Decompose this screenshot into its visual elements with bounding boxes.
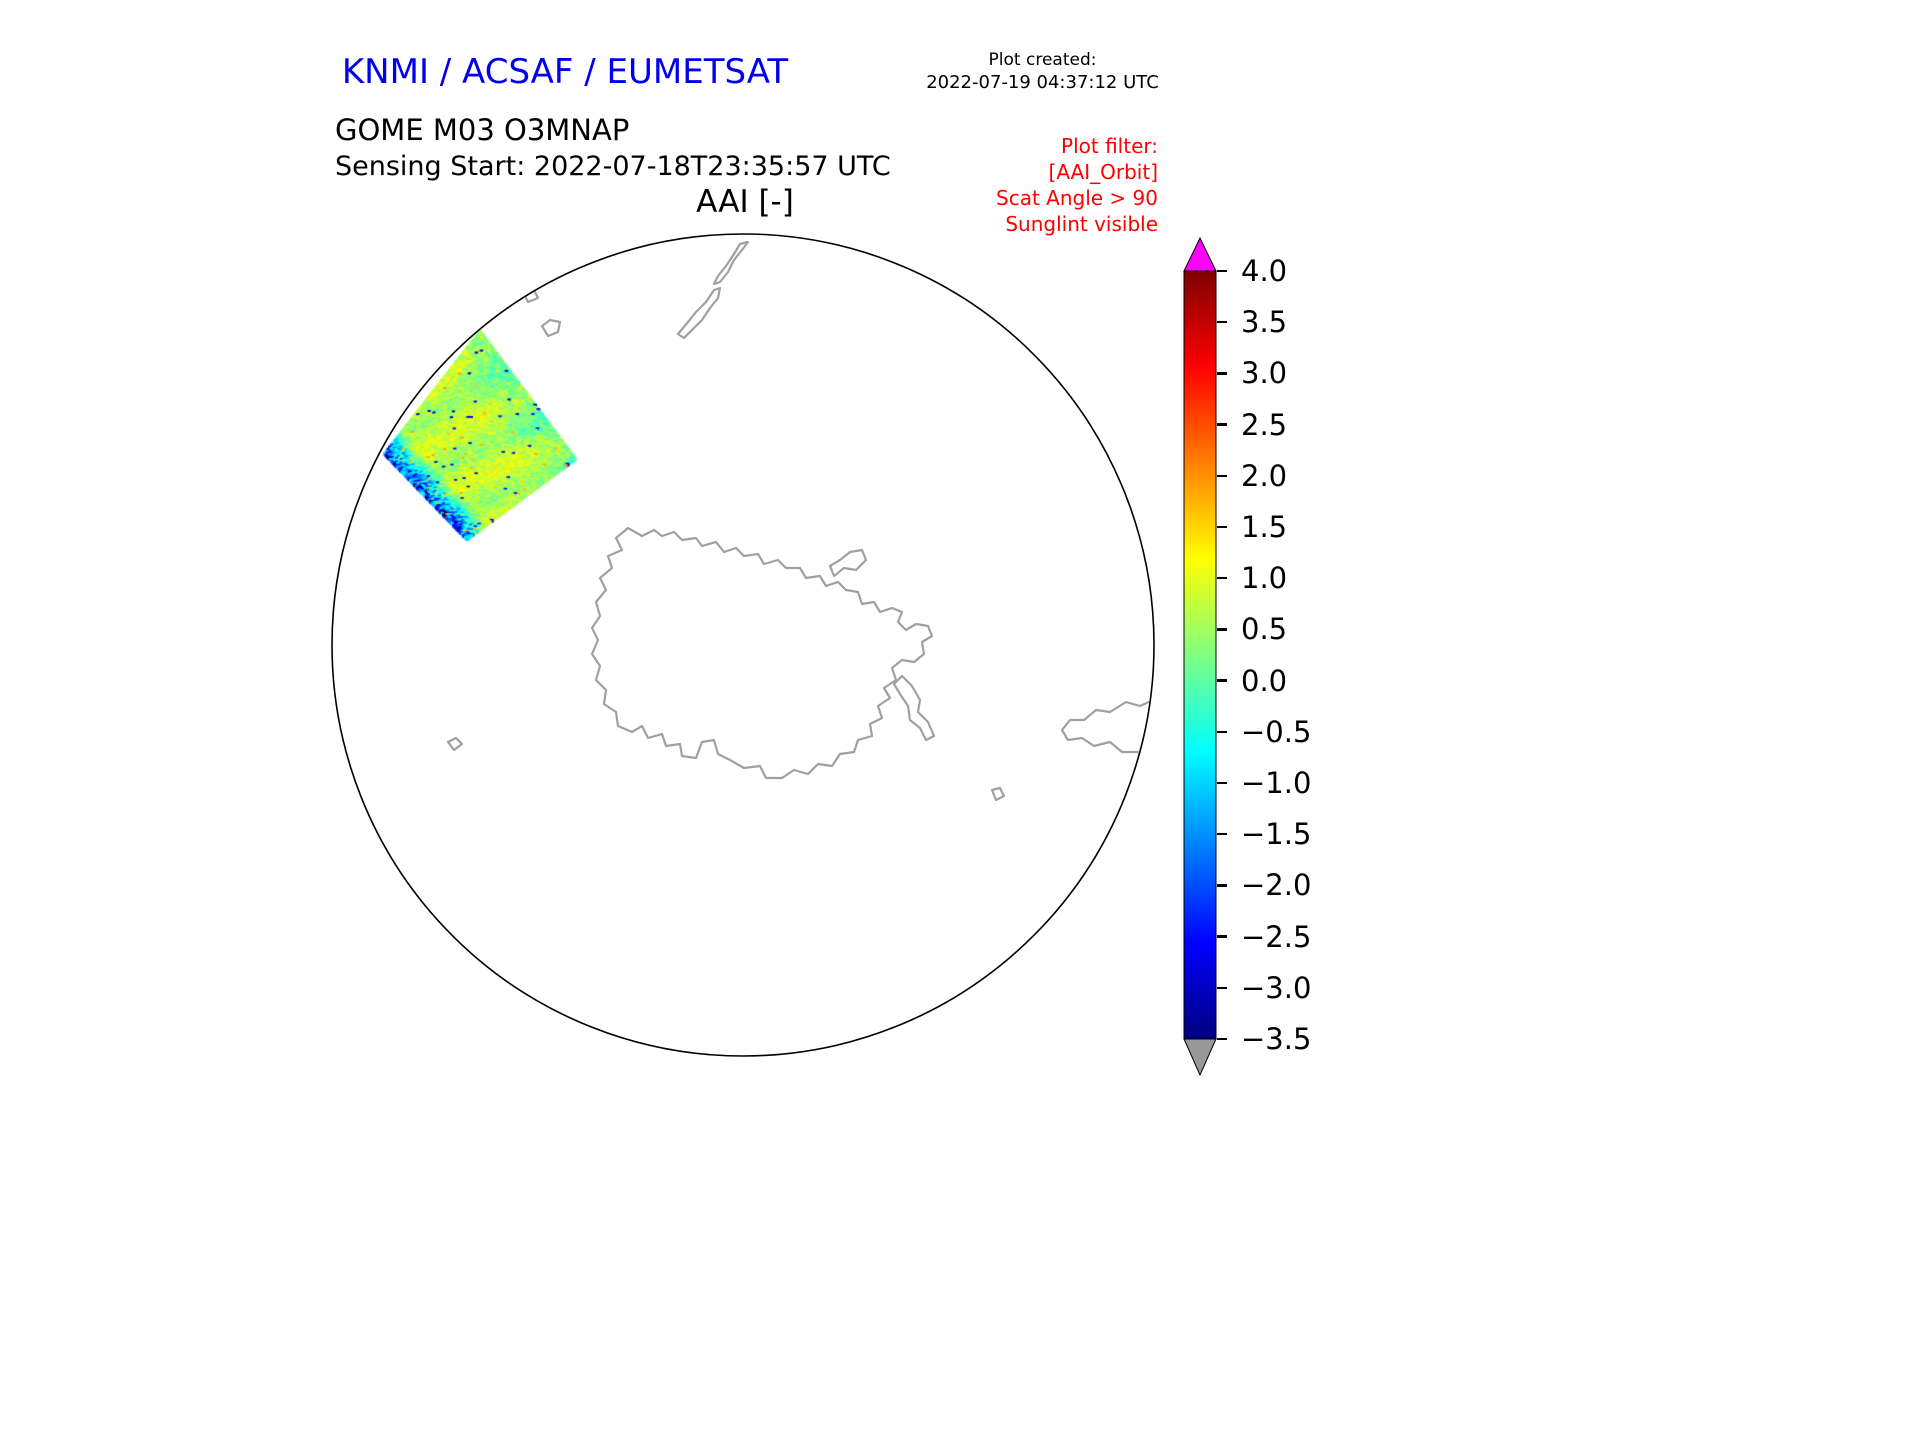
colorbar-tick: −0.5 [1217,714,1312,749]
variable-title: AAI [-] [696,184,794,220]
colorbar-tick-mark [1217,576,1227,580]
coastline-south-america [1060,696,1153,778]
map-boundary-circle [331,233,1155,1057]
colorbar-tick-mark [1217,525,1227,529]
coastline-peninsula-islands [828,548,868,578]
colorbar-tick-label: −3.0 [1241,970,1312,1005]
coastline-south-america-lower [1110,828,1153,868]
colorbar-tick: −1.5 [1217,817,1312,852]
colorbar-tick: 4.0 [1217,254,1288,288]
colorbar-tick: −3.0 [1217,970,1312,1005]
filter-line: Scat Angle > 90 [996,186,1158,210]
colorbar-tick-mark [1217,935,1227,938]
colorbar-tick-label: 0.5 [1241,612,1288,647]
colorbar-tick-label: −1.5 [1241,817,1312,852]
colorbar-tick-label: 0.0 [1241,663,1288,698]
aai-swath-raster [328,230,1160,1062]
plot-created-timestamp: 2022-07-19 04:37:12 UTC [926,72,1159,93]
colorbar-tick: 3.0 [1217,356,1288,391]
colorbar-tick: 0.5 [1217,612,1288,647]
filter-line: Plot filter: [1061,134,1158,158]
polar-map [331,233,1155,1057]
colorbar-tick-mark [1217,474,1227,477]
coastline-island [540,318,562,338]
colorbar-under-arrow [1183,1038,1217,1077]
colorbar [1183,237,1217,1077]
colorbar-tick-label: −0.5 [1241,714,1312,749]
colorbar-tick-label: −2.5 [1241,919,1312,954]
colorbar-tick-label: 3.0 [1241,356,1288,391]
colorbar-tick: −3.5 [1217,1022,1312,1056]
colorbar-tick-label: 4.0 [1241,254,1288,288]
colorbar-tick-label: −2.0 [1241,868,1312,903]
colorbar-tick-mark [1217,423,1227,426]
colorbar-tick-mark [1217,986,1227,989]
colorbar-tick-mark [1217,1037,1227,1041]
colorbar-ticks: 4.0 3.5 3.0 2.5 2.0 1.5 1.0 0.5 0.0 −0.5 −1.0 −1.5 −… [1217,237,1357,1077]
coastline-nz-south-island [676,286,722,340]
colorbar-tick-mark [1217,372,1227,375]
coastlines [446,240,1153,868]
colorbar-tick-label: 1.0 [1241,561,1288,596]
colorbar-tick: 0.0 [1217,663,1288,698]
colorbar-tick-label: −3.5 [1241,1022,1312,1056]
colorbar-tick: 2.5 [1217,407,1288,442]
colorbar-tick-mark [1217,628,1227,631]
colorbar-tick-label: −1.0 [1241,766,1312,800]
colorbar-tick-label: 2.5 [1241,407,1288,442]
colorbar-tick-mark [1217,884,1227,887]
sensing-start: Sensing Start: 2022-07-18T23:35:57 UTC [335,151,891,182]
coastline-island [990,786,1006,802]
colorbar-tick-label: 3.5 [1241,305,1288,340]
product-name: GOME M03 O3MNAP [335,113,630,147]
filter-line: [AAI_Orbit] [1048,160,1158,184]
colorbar-tick: −2.0 [1217,868,1312,903]
coastline-antarctica [590,526,934,780]
plot-created-block: Plot created: 2022-07-19 04:37:12 UTC [925,50,1160,93]
colorbar-tick-mark [1217,781,1227,785]
colorbar-tick-mark [1217,730,1227,733]
colorbar-gradient [1183,270,1217,1040]
colorbar-tick: 1.0 [1217,561,1288,596]
colorbar-tick-mark [1217,679,1227,682]
agency-title: KNMI / ACSAF / EUMETSAT [341,52,789,92]
colorbar-tick: −1.0 [1217,766,1312,800]
coastline-nz-north-island [712,240,750,286]
colorbar-tick-mark [1217,269,1227,273]
colorbar-tick-mark [1217,320,1227,324]
plot-created-label: Plot created: [988,50,1097,70]
colorbar-tick-label: 1.5 [1241,510,1288,544]
colorbar-tick-label: 2.0 [1241,458,1288,493]
coastline-peninsula-arm [892,674,936,742]
colorbar-tick: 1.5 [1217,510,1288,544]
colorbar-tick: 3.5 [1217,305,1288,340]
colorbar-tick: 2.0 [1217,458,1288,493]
plot-filter-block: Plot filter: [AAI_Orbit] Scat Angle > 90… [930,133,1158,237]
colorbar-tick-mark [1217,832,1227,836]
coastline-island [446,736,464,752]
colorbar-over-arrow [1183,237,1217,272]
colorbar-tick: −2.5 [1217,919,1312,954]
